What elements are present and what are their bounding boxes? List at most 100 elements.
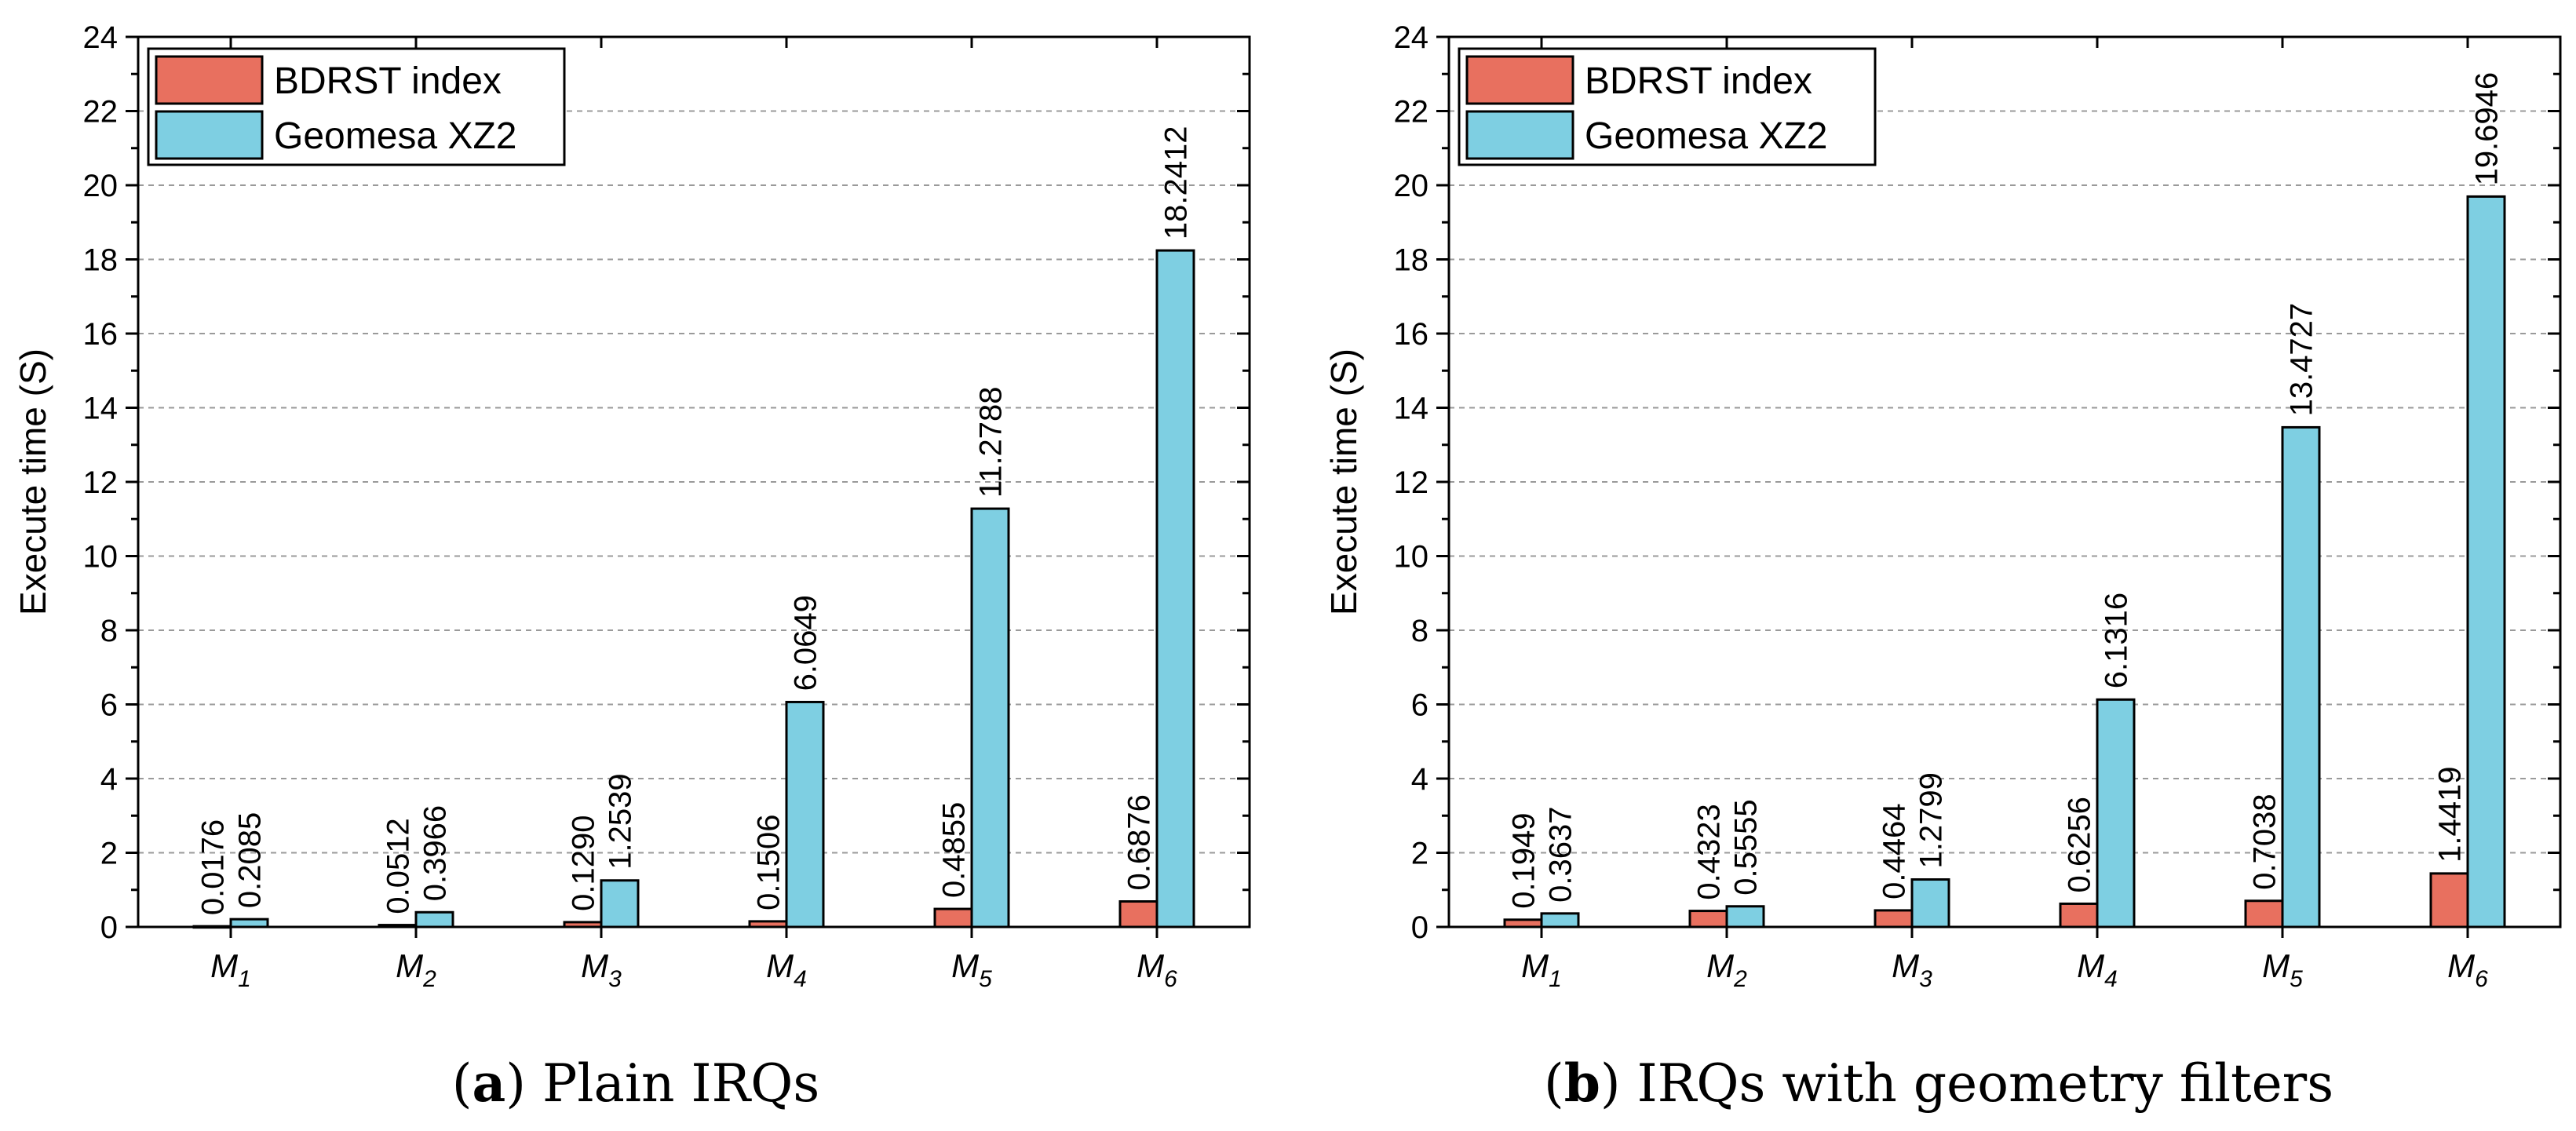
- x-tick-label-base: M: [581, 947, 608, 984]
- y-axis-label: Execute time (S): [13, 348, 53, 615]
- x-tick-label-sub: 3: [1919, 966, 1932, 992]
- bar-bdrst: [1874, 909, 1914, 929]
- data-label: 0.4855: [937, 802, 972, 898]
- y-tick-label: 12: [1394, 465, 1429, 500]
- data-label: 13.4727: [2285, 303, 2319, 417]
- caption-text: IRQs with geometry filters: [1621, 1053, 2333, 1114]
- y-tick-label: 0: [100, 910, 118, 945]
- bar-geomesa: [1540, 912, 1580, 929]
- x-tick-label-base: M: [2447, 947, 2475, 984]
- legend-label: Geomesa XZ2: [274, 115, 516, 157]
- x-tick-label-base: M: [2077, 947, 2104, 984]
- bar-geomesa: [1725, 905, 1765, 929]
- x-tick-label-base: M: [1521, 947, 1549, 984]
- x-tick-label-base: M: [2262, 947, 2290, 984]
- x-tick-label-base: M: [1137, 947, 1164, 984]
- data-label: 0.3966: [418, 805, 453, 901]
- y-tick-label: 14: [1394, 392, 1429, 426]
- caption-letter: a: [473, 1053, 506, 1114]
- bar-geomesa: [970, 507, 1010, 929]
- x-tick-label-sub: 2: [1733, 966, 1747, 992]
- x-tick-label-base: M: [396, 947, 423, 984]
- data-label: 6.0649: [789, 595, 823, 691]
- legend-label: Geomesa XZ2: [1585, 115, 1827, 157]
- caption-paren-open: (: [452, 1053, 473, 1114]
- x-tick-label-sub: 1: [238, 966, 251, 992]
- x-tick-label-base: M: [1892, 947, 1919, 984]
- legend-swatch-geomesa: [1465, 110, 1574, 160]
- x-tick-label: M6: [1137, 947, 1177, 992]
- data-label: 0.6256: [2063, 797, 2097, 892]
- x-tick-label: M5: [2262, 947, 2303, 992]
- legend-label: BDRST index: [1585, 60, 1812, 102]
- y-tick-label: 4: [1411, 762, 1428, 797]
- legend-swatch-bdrst: [1465, 55, 1574, 105]
- y-tick-label: 0: [1411, 910, 1428, 945]
- x-tick-label: M5: [951, 947, 992, 992]
- data-label: 1.2799: [1914, 772, 1949, 868]
- data-label: 18.2412: [1159, 126, 1194, 240]
- x-tick-label: M3: [1892, 947, 1932, 992]
- data-label: 19.6946: [2470, 72, 2505, 186]
- y-tick-label: 20: [1394, 169, 1429, 203]
- y-tick-label: 10: [83, 540, 119, 575]
- x-tick-label-sub: 2: [422, 966, 436, 992]
- data-label: 11.2788: [974, 386, 1009, 498]
- data-label: 0.2085: [233, 812, 268, 908]
- data-label: 0.7038: [2248, 794, 2282, 889]
- y-tick-label: 10: [1394, 540, 1429, 575]
- x-tick-label-base: M: [766, 947, 794, 984]
- x-tick-label: M2: [1706, 947, 1747, 992]
- y-tick-label: 8: [100, 614, 118, 648]
- y-tick-label: 16: [1394, 317, 1429, 352]
- y-tick-label: 14: [83, 392, 119, 426]
- caption-paren-close: ): [505, 1053, 526, 1114]
- data-label: 0.5555: [1729, 799, 1764, 895]
- data-label: 1.2539: [604, 773, 638, 869]
- y-tick-label: 24: [1394, 20, 1429, 55]
- y-tick-label: 12: [83, 465, 119, 500]
- legend-swatch-bdrst: [155, 55, 264, 105]
- bar-geomesa: [2466, 195, 2506, 929]
- x-tick-label-base: M: [951, 947, 979, 984]
- panel-caption: (a) Plain IRQs: [452, 1053, 819, 1114]
- x-tick-label-base: M: [210, 947, 238, 984]
- data-label: 0.0176: [196, 819, 231, 915]
- y-tick-label: 8: [1411, 614, 1428, 648]
- x-tick-label-base: M: [1706, 947, 1734, 984]
- panel-caption: (b) IRQs with geometry filters: [1544, 1053, 2333, 1114]
- data-label: 0.4464: [1877, 804, 1912, 899]
- bar-bdrst: [1118, 900, 1158, 929]
- x-tick-label-sub: 6: [1164, 966, 1177, 992]
- x-tick-label-sub: 1: [1549, 966, 1562, 992]
- x-tick-label-sub: 3: [608, 966, 622, 992]
- caption-paren-close: ): [1600, 1053, 1621, 1114]
- x-tick-label: M4: [2077, 947, 2118, 992]
- plot-frame: [1447, 35, 2562, 929]
- y-tick-label: 2: [1411, 837, 1428, 871]
- y-axis-label: Execute time (S): [1323, 348, 1364, 615]
- x-tick-label: M6: [2447, 947, 2488, 992]
- data-label: 0.1290: [567, 815, 601, 911]
- x-tick-label: M3: [581, 947, 622, 992]
- x-tick-label: M4: [766, 947, 807, 992]
- bar-geomesa: [414, 910, 454, 929]
- y-tick-label: 18: [83, 243, 119, 278]
- x-tick-label-sub: 4: [2104, 966, 2118, 992]
- x-tick-label: M1: [1521, 947, 1562, 992]
- x-tick-label-sub: 5: [2290, 966, 2303, 992]
- data-label: 0.3637: [1544, 806, 1578, 902]
- data-label: 6.1316: [2100, 593, 2134, 688]
- x-tick-label-sub: 6: [2475, 966, 2488, 992]
- y-tick-label: 22: [1394, 95, 1429, 130]
- x-tick-label: M2: [396, 947, 436, 992]
- x-tick-label: M1: [210, 947, 251, 992]
- data-label: 0.4323: [1692, 804, 1727, 899]
- bar-geomesa: [1155, 249, 1195, 929]
- bar-geomesa: [600, 879, 640, 929]
- bar-geomesa: [2096, 698, 2136, 929]
- y-tick-label: 16: [83, 317, 119, 352]
- y-tick-label: 2: [100, 837, 118, 871]
